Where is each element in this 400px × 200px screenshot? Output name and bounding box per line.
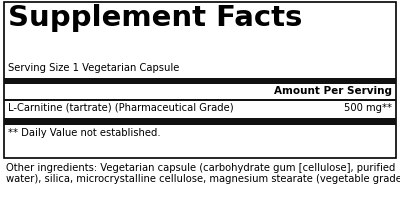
Text: ** Daily Value not established.: ** Daily Value not established. <box>8 128 161 138</box>
Text: 500 mg**: 500 mg** <box>344 103 392 113</box>
Bar <box>4 118 396 125</box>
Bar <box>4 99 396 101</box>
Text: water), silica, microcrystalline cellulose, magnesium stearate (vegetable grade): water), silica, microcrystalline cellulo… <box>6 174 400 184</box>
Text: Serving Size 1 Vegetarian Capsule: Serving Size 1 Vegetarian Capsule <box>8 63 179 73</box>
Text: Supplement Facts: Supplement Facts <box>8 4 302 32</box>
Bar <box>4 78 396 84</box>
Text: L-Carnitine (tartrate) (Pharmaceutical Grade): L-Carnitine (tartrate) (Pharmaceutical G… <box>8 103 234 113</box>
Bar <box>4 2 396 158</box>
Text: Other ingredients: Vegetarian capsule (carbohydrate gum [cellulose], purified: Other ingredients: Vegetarian capsule (c… <box>6 163 395 173</box>
Text: Amount Per Serving: Amount Per Serving <box>274 86 392 96</box>
